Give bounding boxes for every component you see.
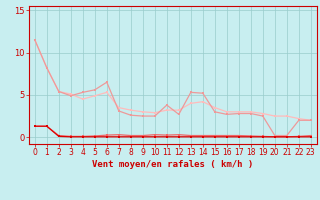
- X-axis label: Vent moyen/en rafales ( km/h ): Vent moyen/en rafales ( km/h ): [92, 160, 253, 169]
